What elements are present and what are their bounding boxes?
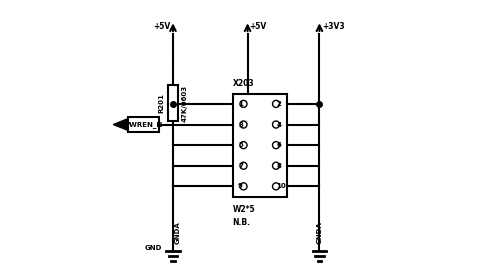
- Text: GNDA: GNDA: [174, 221, 180, 244]
- Text: GND: GND: [145, 245, 162, 251]
- Text: +5V: +5V: [153, 22, 170, 31]
- Circle shape: [240, 100, 247, 107]
- Polygon shape: [113, 119, 128, 130]
- Text: 9: 9: [238, 183, 243, 189]
- Circle shape: [273, 183, 280, 190]
- Bar: [128, 118, 159, 132]
- Text: 10: 10: [277, 183, 286, 189]
- Circle shape: [273, 121, 280, 128]
- Text: W2*5: W2*5: [233, 205, 255, 214]
- Circle shape: [273, 142, 280, 149]
- Bar: [168, 85, 178, 121]
- Circle shape: [240, 183, 247, 190]
- Circle shape: [240, 162, 247, 169]
- Text: X203: X203: [233, 79, 254, 88]
- Text: 1: 1: [238, 101, 243, 107]
- Text: GNDA: GNDA: [317, 221, 322, 244]
- Circle shape: [273, 162, 280, 169]
- Text: 2: 2: [277, 101, 281, 107]
- Text: PWREN_N: PWREN_N: [125, 121, 163, 128]
- Text: 6: 6: [277, 142, 281, 148]
- Text: R201: R201: [158, 93, 164, 113]
- Circle shape: [240, 121, 247, 128]
- Text: 47K/0603: 47K/0603: [182, 85, 187, 122]
- Text: 5: 5: [238, 142, 243, 148]
- Text: +5V: +5V: [249, 22, 266, 31]
- Text: 7: 7: [238, 163, 243, 169]
- Text: N.B.: N.B.: [233, 218, 251, 227]
- Bar: [233, 94, 287, 197]
- Text: 8: 8: [277, 163, 281, 169]
- Circle shape: [240, 142, 247, 149]
- Text: 3: 3: [238, 122, 243, 127]
- Text: 4: 4: [277, 122, 281, 127]
- Text: +3V3: +3V3: [323, 22, 345, 31]
- Circle shape: [273, 100, 280, 107]
